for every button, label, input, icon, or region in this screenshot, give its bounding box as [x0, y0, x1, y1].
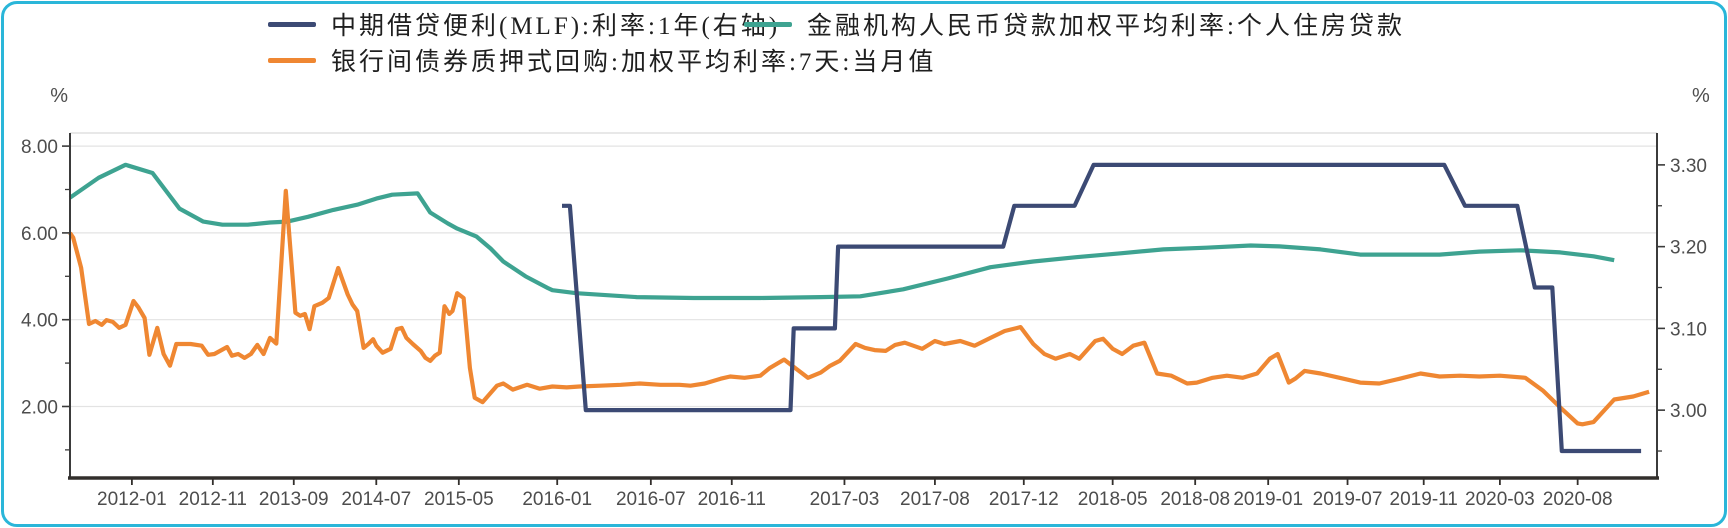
- legend-item-mlf[interactable]: 中期借贷便利(MLF):利率:1年(右轴): [268, 8, 780, 40]
- x-axis-tick-label: 2016-11: [698, 489, 766, 510]
- x-axis-tick-label: 2019-11: [1390, 489, 1458, 510]
- x-axis-tick-label: 2018-08: [1160, 489, 1230, 510]
- legend-label-mortgage: 金融机构人民币贷款加权平均利率:个人住房贷款: [807, 13, 1405, 40]
- x-axis-tick-label: 2017-03: [810, 489, 880, 510]
- series-line: [562, 162, 1642, 454]
- mortgage-line-swatch-icon: [744, 21, 792, 27]
- left-axis-tick-label: 8.00: [21, 137, 58, 158]
- right-axis-unit: %: [1692, 85, 1710, 107]
- mlf-line-swatch-icon: [268, 21, 316, 27]
- x-axis-tick-label: 2014-07: [341, 489, 411, 510]
- x-axis-tick-label: 2019-07: [1313, 489, 1383, 510]
- left-axis-tick-label: 2.00: [21, 397, 58, 418]
- x-axis-tick-label: 2012-01: [97, 489, 167, 510]
- x-axis-tick-label: 2012-11: [179, 489, 247, 510]
- left-axis-unit: %: [50, 85, 68, 107]
- legend-item-mortgage[interactable]: 金融机构人民币贷款加权平均利率:个人住房贷款: [744, 8, 1405, 40]
- left-axis-tick-label: 4.00: [21, 311, 58, 332]
- legend-label-mlf: 中期借贷便利(MLF):利率:1年(右轴): [331, 13, 781, 40]
- right-axis-tick-label: 3.20: [1670, 238, 1707, 259]
- right-axis-tick-label: 3.30: [1670, 156, 1707, 177]
- x-axis-tick-label: 2018-05: [1078, 489, 1148, 510]
- x-axis-tick-label: 2013-09: [259, 489, 329, 510]
- repo-line-swatch-icon: [268, 57, 316, 63]
- left-axis-tick-label: 6.00: [21, 224, 58, 245]
- x-axis-tick-label: 2016-01: [522, 489, 592, 510]
- x-axis-tick-label: 2017-08: [900, 489, 970, 510]
- legend-item-repo[interactable]: 银行间债券质押式回购:加权平均利率:7天:当月值: [268, 44, 936, 76]
- series-line: [68, 188, 1650, 427]
- right-axis-tick-label: 3.00: [1670, 401, 1707, 422]
- x-axis-tick-label: 2017-12: [989, 489, 1059, 510]
- right-axis-tick-label: 3.10: [1670, 319, 1707, 340]
- legend-label-repo: 银行间债券质押式回购:加权平均利率:7天:当月值: [331, 49, 937, 76]
- x-axis-tick-label: 2020-03: [1465, 489, 1535, 510]
- x-axis-tick-label: 2015-05: [424, 489, 494, 510]
- x-axis-tick-label: 2019-01: [1233, 489, 1303, 510]
- x-axis-tick-label: 2016-07: [616, 489, 686, 510]
- x-axis-tick-label: 2020-08: [1543, 489, 1613, 510]
- series-line: [68, 162, 1615, 301]
